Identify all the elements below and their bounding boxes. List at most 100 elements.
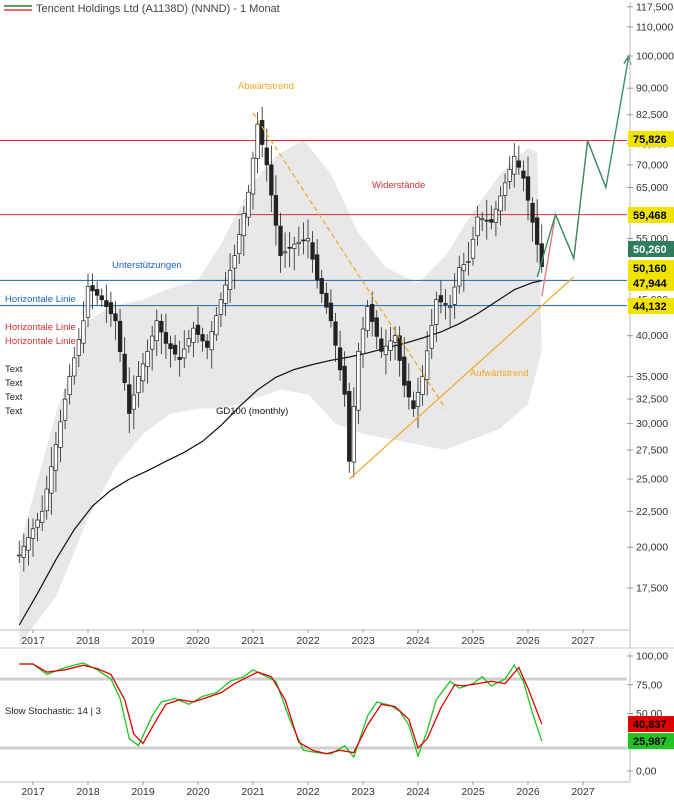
candle [209, 321, 214, 369]
candle [49, 447, 54, 515]
candle [35, 512, 40, 542]
x-tick-label: 2017 [21, 786, 45, 798]
candle [76, 328, 81, 368]
candle [489, 205, 494, 230]
candle [512, 143, 517, 188]
y-tick-label: 117,500 [636, 1, 673, 13]
candle [163, 313, 169, 359]
annotation-text-2[interactable]: Text [5, 378, 23, 389]
y-tick-label: 35,000 [636, 371, 668, 383]
candle [415, 377, 421, 429]
candle [26, 518, 31, 566]
stoch-line-pct-D [19, 663, 543, 755]
x-tick-label: 2019 [131, 786, 155, 798]
stoch-tick-label: 0,00 [636, 766, 657, 778]
candle [136, 360, 141, 408]
candle [535, 199, 540, 263]
candle [214, 307, 219, 341]
forecast-green-path[interactable] [536, 55, 630, 278]
stochastic-label: Slow Stochastic: 14 | 3 [5, 706, 101, 717]
candle [337, 330, 343, 381]
stochastic-panel [0, 662, 627, 759]
y-tick-label: 65,000 [636, 182, 668, 194]
stochastic-tags: 40,837 25,987 [628, 716, 674, 750]
candle [218, 292, 224, 327]
trendline-1[interactable] [348, 276, 575, 480]
annotation-horizontale-linie-red-2[interactable]: Horizontale Linie [5, 336, 76, 347]
y-tick-label: 32,500 [636, 394, 668, 406]
candle [305, 219, 311, 259]
svg-text:59,468: 59,468 [633, 210, 667, 222]
x-tick-label: 2020 [186, 786, 210, 798]
forecast-arrows [536, 54, 632, 297]
candle [81, 301, 86, 354]
y-tick-label: 25,000 [636, 474, 668, 486]
candle [365, 300, 370, 338]
annotation-aufwaertstrend[interactable]: Aufwärtstrend [470, 368, 529, 379]
annotation-gd100[interactable]: GD100 (monthly) [216, 406, 288, 417]
candle [356, 342, 361, 424]
price-tag: 44,132 [628, 298, 674, 314]
candle [310, 231, 315, 273]
annotation-horizontale-linie-red-1[interactable]: Horizontale Linie [5, 322, 76, 333]
annotation-unterstuetzungen[interactable]: Unterstützungen [112, 260, 182, 271]
y-tick-label: 110,000 [636, 21, 673, 33]
candle [438, 280, 444, 314]
annotation-text-4[interactable]: Text [5, 406, 23, 417]
candle [333, 313, 338, 362]
candle [67, 363, 72, 405]
candle [154, 309, 159, 357]
price-tags: 75,826 59,468 50,260 50,160 47,944 44,132 [628, 131, 674, 314]
candle [269, 145, 274, 213]
annotation-abwaertstrend[interactable]: Abwärtstrend [238, 81, 294, 92]
candle [475, 205, 480, 246]
candle [223, 271, 228, 317]
candle [301, 222, 306, 255]
x-tick-label: 2026 [516, 635, 540, 647]
candle [264, 128, 269, 182]
annotation-text-1[interactable]: Text [5, 364, 23, 375]
x-tick-label: 2019 [131, 635, 155, 647]
candle [260, 106, 265, 158]
trendline-0[interactable] [252, 112, 447, 409]
candle [227, 253, 233, 303]
candle [493, 200, 499, 237]
candle [507, 156, 512, 189]
y-tick-label: 70,000 [636, 159, 668, 171]
annotation-horizontale-linie-blue[interactable]: Horizontale Linie [5, 294, 76, 305]
price-axis: 117,500110,000100,00090,00082,50075,0007… [0, 1, 674, 649]
candles [17, 106, 544, 572]
candle [191, 321, 196, 358]
x-tick-label: 2021 [241, 635, 265, 647]
candle [296, 226, 301, 256]
annotation-text-3[interactable]: Text [5, 392, 23, 403]
candle [273, 175, 279, 246]
svg-text:40,837: 40,837 [633, 719, 667, 731]
candle [447, 294, 453, 328]
candle [521, 160, 526, 192]
x-tick-label: 2022 [296, 635, 320, 647]
candle [351, 387, 356, 478]
annotation-widerstaende[interactable]: Widerstände [372, 180, 425, 191]
candle [108, 291, 114, 327]
candle [150, 326, 155, 371]
candle [85, 273, 91, 328]
x-tick-label: 2023 [351, 635, 375, 647]
candle [99, 288, 104, 307]
candle [232, 244, 237, 290]
candle [205, 334, 210, 360]
candle [530, 197, 535, 242]
svg-text:75,826: 75,826 [633, 134, 667, 146]
stoch-tick-label: 75,00 [636, 679, 662, 691]
candle [177, 340, 182, 377]
candle [434, 291, 439, 342]
candle [406, 363, 411, 410]
candle [113, 301, 118, 341]
price-tag: 50,260 [628, 241, 674, 257]
candle [498, 186, 503, 226]
y-tick-label: 30,000 [636, 418, 668, 430]
candle [90, 273, 95, 310]
candle [237, 219, 242, 264]
candle [392, 326, 398, 361]
